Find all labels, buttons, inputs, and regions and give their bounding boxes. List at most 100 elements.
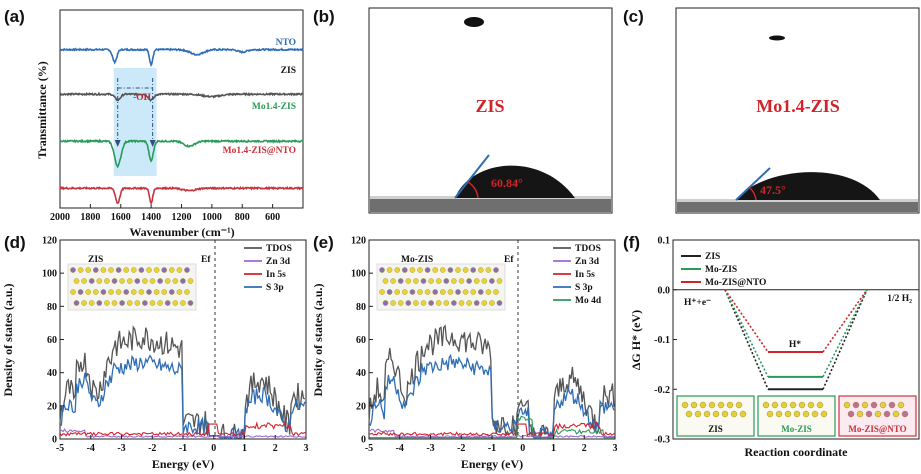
e-atom-2-2 bbox=[394, 289, 401, 295]
f-ytick-label-3: -0.2 bbox=[654, 385, 670, 396]
e-atom-2-13 bbox=[477, 289, 484, 295]
d-atom-1-1 bbox=[81, 278, 87, 284]
d-atom-0-15 bbox=[184, 267, 190, 273]
d-atom-2-6 bbox=[115, 289, 122, 295]
d-xtick-label-4: -1 bbox=[179, 443, 187, 454]
d-atom-2-7 bbox=[123, 289, 129, 295]
d-atom-2-4 bbox=[100, 289, 107, 295]
d-atom-3-10 bbox=[149, 300, 156, 306]
a-xtick-label-3: 1400 bbox=[141, 212, 161, 223]
panel-c-frame bbox=[675, 7, 920, 214]
e-xtick-label-7: 2 bbox=[582, 443, 587, 454]
f-inset-atom-1-10 bbox=[793, 410, 801, 418]
d-legend-label-0: TDOS bbox=[266, 244, 292, 254]
d-atom-2-14 bbox=[176, 289, 183, 295]
e-ytick-label-3: 60 bbox=[356, 335, 366, 346]
d-xtick-label-3: -2 bbox=[148, 443, 156, 454]
e-atom-1-4 bbox=[413, 278, 419, 284]
f-inset-atom-0-6 bbox=[735, 401, 743, 409]
d-atom-3-12 bbox=[164, 300, 171, 306]
d-xtick-label-1: -4 bbox=[87, 443, 95, 454]
f-inset-atom-1-7 bbox=[766, 410, 774, 418]
f-inset-atom-0-8 bbox=[694, 410, 702, 418]
f-inset-atom-2-2 bbox=[861, 401, 869, 409]
a-xtick-label-1: 1800 bbox=[80, 212, 100, 223]
sample-label-d: ZIS bbox=[88, 255, 103, 265]
panel-label-e: (e) bbox=[313, 233, 334, 252]
f-inset-atom-2-5 bbox=[888, 401, 896, 409]
a-xtick-label-7: 600 bbox=[265, 212, 280, 223]
f-inset-atom-0-1 bbox=[690, 401, 698, 409]
d-atom-1-9 bbox=[142, 278, 148, 284]
needle-drop-b bbox=[464, 17, 484, 27]
f-inset-atom-0-5 bbox=[726, 401, 734, 409]
structure-inset-e bbox=[376, 263, 506, 311]
e-atom-0-10 bbox=[455, 267, 461, 273]
d-atom-3-7 bbox=[126, 300, 133, 306]
e-atom-0-1 bbox=[386, 267, 393, 273]
oh-arrow-0 bbox=[114, 140, 121, 147]
legend-mozis: Mo1.4-ZIS bbox=[252, 102, 296, 112]
f-connector-left-2 bbox=[724, 289, 769, 353]
ftir-series-1 bbox=[59, 91, 304, 103]
d-atom-1-13 bbox=[172, 278, 179, 284]
f-inset-atom-2-10 bbox=[874, 410, 882, 418]
panel-b-contact-angle: ZIS 60.84° bbox=[368, 7, 613, 214]
f-inset-atom-2-13 bbox=[901, 410, 909, 418]
e-legend-label-0: TDOS bbox=[575, 244, 601, 254]
e-atom-2-9 bbox=[447, 289, 454, 295]
e-atom-0-4 bbox=[409, 267, 416, 273]
f-connector-right-0 bbox=[822, 289, 868, 390]
e-atom-1-11 bbox=[466, 278, 472, 284]
d-atom-0-12 bbox=[161, 267, 167, 273]
d-ytick-label-3: 60 bbox=[47, 335, 57, 346]
a-xtick-label-5: 1000 bbox=[202, 212, 222, 223]
e-atom-1-13 bbox=[481, 278, 488, 284]
f-legend-label-2: Mo-ZIS@NTO bbox=[705, 278, 766, 288]
d-atom-3-6 bbox=[119, 300, 125, 306]
e-atom-3-11 bbox=[466, 300, 472, 306]
d-legend-label-1: Zn 3d bbox=[266, 257, 291, 267]
e-xtick-label-5: 0 bbox=[520, 443, 525, 454]
e-atom-0-3 bbox=[401, 267, 408, 273]
f-inset-atom-1-6 bbox=[816, 401, 824, 409]
d-atom-1-0 bbox=[73, 278, 80, 284]
e-ytick-label-2: 40 bbox=[356, 368, 366, 379]
e-atom-0-0 bbox=[379, 267, 385, 273]
panel-d-ylabel: Density of states (a.u.) bbox=[1, 284, 15, 397]
e-atom-0-7 bbox=[432, 267, 439, 273]
d-atom-1-7 bbox=[126, 278, 133, 284]
d-atom-2-8 bbox=[130, 289, 137, 295]
substrate-edge-c bbox=[677, 199, 918, 202]
e-legend-label-1: Zn 3d bbox=[575, 257, 600, 267]
d-atom-2-0 bbox=[70, 289, 76, 295]
f-inset-atom-1-8 bbox=[775, 410, 783, 418]
d-atom-1-15 bbox=[187, 278, 194, 284]
e-atom-1-1 bbox=[390, 278, 396, 284]
f-connector-left-0 bbox=[724, 289, 769, 390]
f-inset-atom-1-13 bbox=[820, 410, 828, 418]
e-atom-1-10 bbox=[458, 278, 465, 284]
e-atom-1-8 bbox=[443, 278, 450, 284]
a-xtick-label-0: 2000 bbox=[50, 212, 70, 223]
d-atom-3-15 bbox=[187, 300, 194, 306]
structure-inset-d bbox=[67, 263, 197, 311]
e-atom-3-0 bbox=[382, 300, 389, 306]
f-inset-atom-2-4 bbox=[879, 401, 887, 409]
a-xtick-label-4: 1200 bbox=[172, 212, 192, 223]
d-atom-0-6 bbox=[115, 267, 122, 273]
panel-f-free-energy: 0.1 0.0 -0.1 -0.2 -0.3 H⁺+e⁻ H* 1/2 H₂ ZIS Mo… bbox=[629, 236, 920, 459]
e-xtick-label-8: 3 bbox=[613, 443, 618, 454]
d-atom-1-11 bbox=[157, 278, 163, 284]
panel-f-ylabel: ΔG H* (eV) bbox=[629, 310, 643, 370]
f-connector-left-1 bbox=[724, 289, 769, 378]
e-atom-0-13 bbox=[477, 267, 484, 273]
d-ytick-label-5: 100 bbox=[42, 269, 57, 280]
ftir-series-3 bbox=[59, 185, 304, 205]
e-atom-0-12 bbox=[470, 267, 477, 273]
e-atom-2-15 bbox=[493, 289, 499, 295]
state-label-hstar: H* bbox=[789, 340, 801, 350]
angle-value-c: 47.5° bbox=[760, 183, 786, 197]
oh-annotation: -OH bbox=[133, 93, 152, 103]
